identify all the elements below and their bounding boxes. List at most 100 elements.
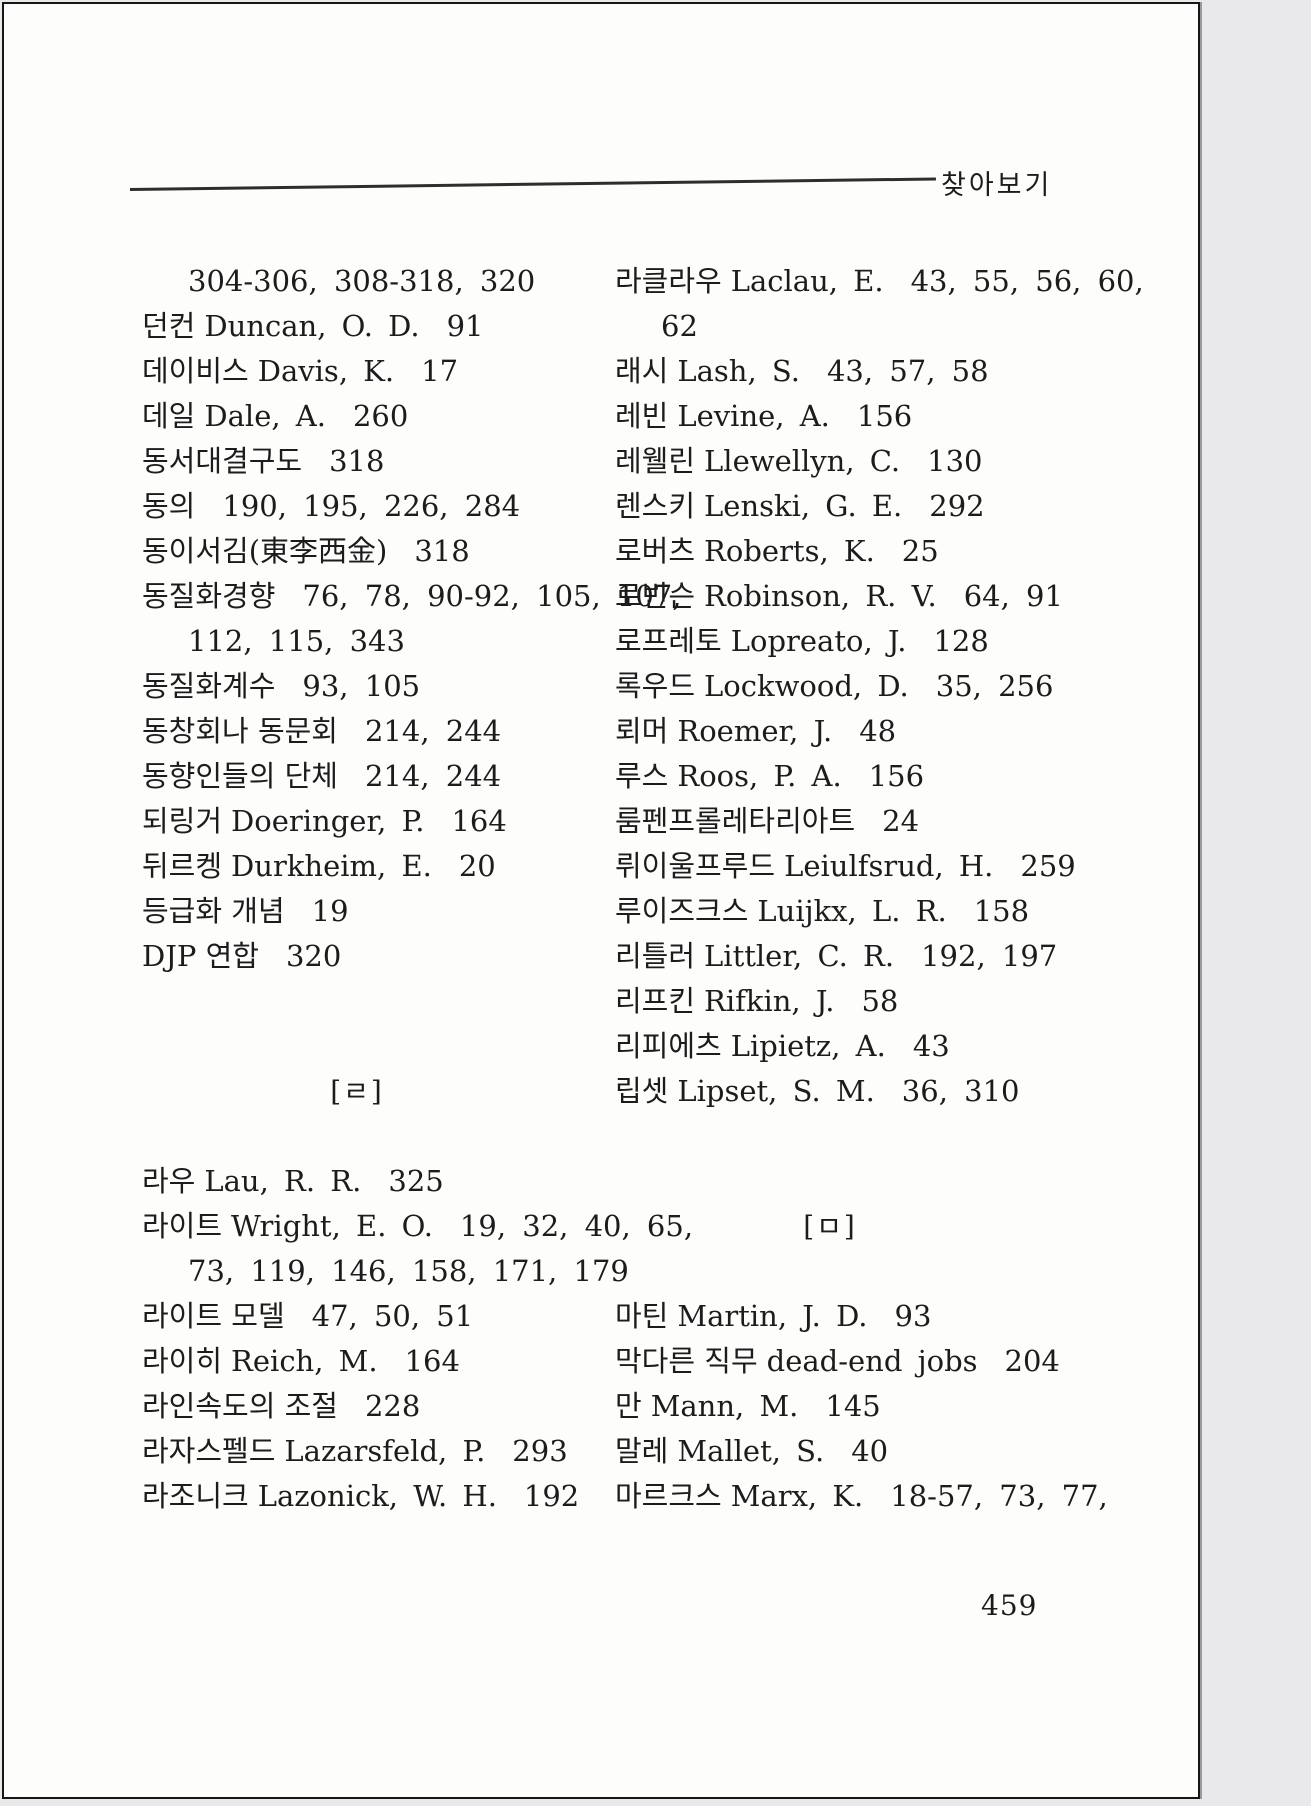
index-entry: 마틴 Martin, J. D. 93 [615,1294,1185,1339]
entry-latin-name: Wright, E. O. [231,1209,433,1243]
entry-term: 동의 [142,489,196,523]
entry-pages: 43, 57, 58 [826,354,989,388]
index-entry-continuation: 112, 115, 343 [142,619,667,664]
entry-latin-name: Lazarsfeld, P. [284,1434,486,1468]
index-entry: 록우드 Lockwood, D. 35, 256 [615,664,1185,709]
entry-term: 라인속도의 조절 [142,1389,338,1423]
entry-term: 뒤르켕 [142,849,223,883]
index-entry: 로버츠 Roberts, K. 25 [615,529,1185,574]
entry-latin-name: Roberts, K. [704,534,875,568]
entry-term: 던컨 [142,309,196,343]
index-entry: 라이히 Reich, M. 164 [142,1339,667,1384]
entry-latin-name: Durkheim, E. [231,849,432,883]
entry-latin-name: Mallet, S. [677,1434,825,1468]
index-entry: 동질화계수 93, 105 [142,664,667,709]
entry-term: 룸펜프롤레타리아트 [615,804,856,838]
index-entry: 만 Mann, M. 145 [615,1384,1185,1429]
entry-term: 로프레토 [615,624,722,658]
index-entry: 마르크스 Marx, K. 18-57, 73, 77, [615,1474,1185,1519]
entry-latin-name: Dale, A. [204,399,326,433]
index-entry: 동질화경향 76, 78, 90-92, 105, 107, [142,574,681,619]
entry-latin-name: Laclau, E. [730,264,884,298]
index-entry: 라우 Lau, R. R. 325 [142,1159,667,1204]
entry-latin-name: Lopreato, J. [730,624,907,658]
entry-term: 라클라우 [615,264,722,298]
index-entry-continuation: 304-306, 308-318, 320 [142,259,667,304]
entry-pages: 259 [1020,849,1076,883]
entry-latin-name: Doeringer, P. [231,804,425,838]
entry-latin-name: Roos, P. A. [677,759,842,793]
entry-latin-name: Davis, K. [257,354,395,388]
entry-pages: 20 [458,849,496,883]
entry-pages: 19, 32, 40, 65, [459,1209,694,1243]
entry-pages: 318 [329,444,385,478]
entry-term: 동향인들의 단체 [142,759,338,793]
entry-pages: 128 [933,624,989,658]
blank-line [615,1114,1185,1159]
entry-latin-name: Levine, A. [677,399,830,433]
section-header: [ㅁ] [803,1210,857,1243]
index-entry: 동서대결구도 318 [142,439,667,484]
entry-latin-name: Leiulfsrud, H. [784,849,994,883]
entry-pages: 73, 119, 146, 158, 171, 179 [188,1254,629,1288]
entry-latin-name: dead-end jobs [766,1344,978,1378]
entry-latin-name: Lash, S. [677,354,800,388]
index-entry: 레빈 Levine, A. 156 [615,394,1185,439]
entry-latin-name: Marx, K. [730,1479,864,1513]
entry-pages: 156 [856,399,913,433]
entry-pages: 204 [1004,1344,1060,1378]
entry-pages: 24 [882,804,920,838]
entry-pages: 58 [861,984,899,1018]
index-entry: 막다른 직무 dead-end jobs 204 [615,1339,1185,1384]
entry-term: 동질화경향 [142,579,276,613]
entry-term: 루스 [615,759,669,793]
index-entry: 데일 Dale, A. 260 [142,394,667,439]
entry-pages: 47, 50, 51 [311,1299,474,1333]
entry-term: 라이히 [142,1344,223,1378]
entry-latin-name: Lipietz, A. [730,1029,886,1063]
entry-term: 만 [615,1389,642,1423]
entry-term: 뢰머 [615,714,669,748]
entry-term: 데이비스 [142,354,249,388]
index-entry: 룸펜프롤레타리아트 24 [615,799,1185,844]
index-column-right: 라클라우 Laclau, E. 43, 55, 56, 60, 62 래시 Lash, S… [615,259,1185,1519]
index-entry: 리틀러 Littler, C. R. 192, 197 [615,934,1185,979]
header-rule [129,177,936,191]
entry-term: 마르크스 [615,1479,722,1513]
entry-latin-name: Martin, J. D. [677,1299,868,1333]
entry-pages: 112, 115, 343 [188,624,405,658]
entry-term: 동이서김(東李西金) [142,534,388,568]
entry-pages: 190, 195, 226, 284 [222,489,521,523]
index-entry: 립셋 Lipset, S. M. 36, 310 [615,1069,1185,1114]
entry-term: 라이트 모델 [142,1299,285,1333]
entry-pages: 91 [446,309,484,343]
entry-pages: 164 [404,1344,460,1378]
entry-latin-name: Duncan, O. D. [204,309,420,343]
index-entry: 뒤르켕 Durkheim, E. 20 [142,844,667,889]
entry-term: 데일 [142,399,196,433]
entry-term: 라우 [142,1164,196,1198]
entry-pages: 158 [973,894,1030,928]
entry-latin-name: Lenski, G. E. [704,489,903,523]
index-entry: 동이서김(東李西金) 318 [142,529,667,574]
index-entry: 라이트 Wright, E. O. 19, 32, 40, 65, [142,1204,693,1249]
entry-pages: 325 [388,1164,444,1198]
entry-pages: 292 [929,489,985,523]
entry-pages: 17 [421,354,459,388]
entry-term: 리피에츠 [615,1029,722,1063]
entry-pages: 35, 256 [935,669,1054,703]
index-entry: 동의 190, 195, 226, 284 [142,484,667,529]
index-entry: 루이즈크스 Luijkx, L. R. 158 [615,889,1185,934]
blank-line [615,1159,1185,1204]
entry-pages: 260 [352,399,409,433]
entry-pages: 228 [364,1389,421,1423]
entry-pages: 43 [912,1029,950,1063]
entry-term: 뤼이울프루드 [615,849,776,883]
blank-line [615,1249,1185,1294]
entry-term: 동창회나 동문회 [142,714,338,748]
index-entry: 뤼이울프루드 Leiulfsrud, H. 259 [615,844,1185,889]
index-entry: 레웰린 Llewellyn, C. 130 [615,439,1185,484]
entry-pages: 93, 105 [302,669,421,703]
entry-term: 루이즈크스 [615,894,749,928]
entry-pages: 64, 91 [963,579,1063,613]
